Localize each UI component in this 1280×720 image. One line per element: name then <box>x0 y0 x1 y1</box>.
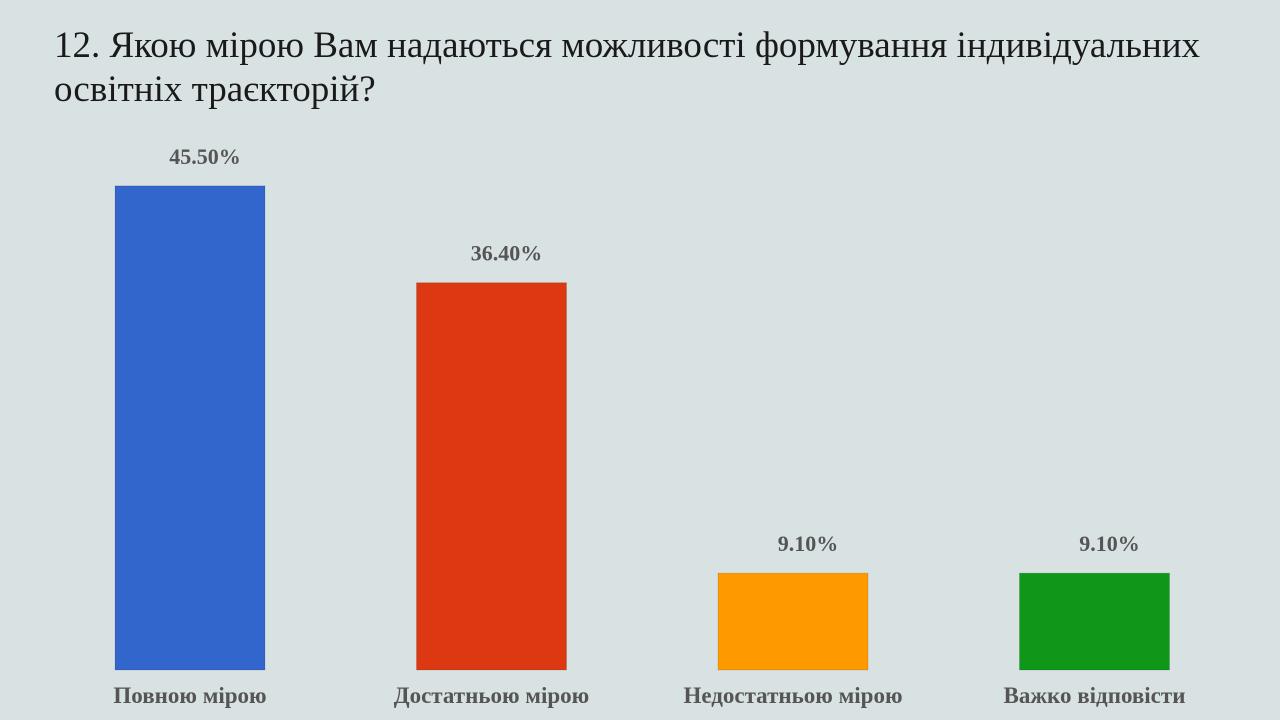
category-label-4: Важко відповісти <box>1004 683 1186 708</box>
bar-3 <box>717 572 869 671</box>
bars-group <box>114 185 1170 671</box>
value-label-1: 45.50% <box>169 144 241 169</box>
category-label-1: Повною мірою <box>113 683 266 708</box>
slide-title: 12. Якою мірою Вам надаються можливості … <box>54 25 1201 110</box>
value-labels-group: 45.50% 36.40% 9.10% 9.10% <box>169 144 1140 556</box>
bar-4 <box>1019 572 1170 671</box>
value-label-2: 36.40% <box>471 241 543 266</box>
bar-1 <box>114 185 266 671</box>
category-label-3: Недостатньою мірою <box>683 683 902 708</box>
category-label-2: Достатньою мірою <box>394 683 589 708</box>
value-label-4: 9.10% <box>1079 531 1140 556</box>
value-label-3: 9.10% <box>778 531 839 556</box>
category-labels-group: Повною мірою Достатньою мірою Недостатньою… <box>113 683 1185 708</box>
bar-2 <box>416 282 567 671</box>
